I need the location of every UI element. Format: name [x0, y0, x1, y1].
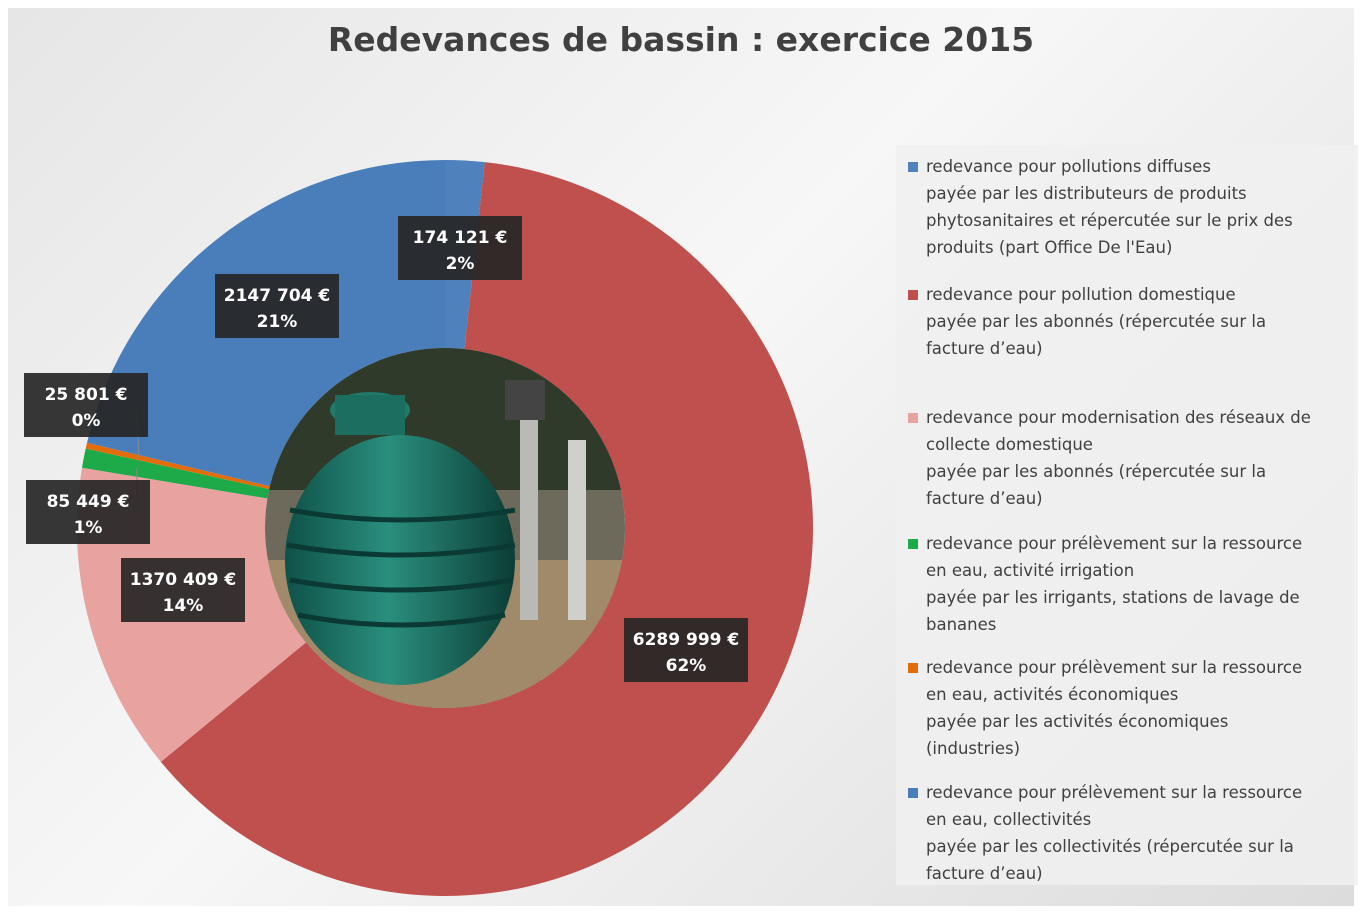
legend-swatch [908, 539, 918, 549]
data-label-percent: 0% [72, 411, 101, 431]
data-label-value: 6289 999 € [633, 630, 739, 650]
legend-swatch [908, 413, 918, 423]
data-label-value: 174 121 € [413, 228, 508, 248]
legend-entry: redevance pour prélèvement sur la ressou… [906, 654, 1362, 762]
data-label-percent: 21% [257, 312, 298, 332]
data-label-value: 2147 704 € [224, 286, 330, 306]
data-label-value: 1370 409 € [130, 570, 236, 590]
legend-swatch [908, 290, 918, 300]
legend-entry: redevance pour modernisation des réseaux… [906, 404, 1362, 512]
legend-label: redevance pour modernisation des réseaux… [926, 408, 1311, 508]
legend: redevance pour pollutions diffuses payée… [896, 145, 1358, 885]
data-label-percent: 2% [446, 254, 475, 274]
legend-swatch [908, 663, 918, 673]
data-label-percent: 62% [666, 656, 707, 676]
legend-label: redevance pour prélèvement sur la ressou… [926, 658, 1302, 758]
data-label-value: 85 449 € [47, 492, 130, 512]
legend-entry: redevance pour prélèvement sur la ressou… [906, 779, 1362, 887]
legend-label: redevance pour pollutions diffuses payée… [926, 157, 1293, 257]
legend-label: redevance pour prélèvement sur la ressou… [926, 783, 1302, 883]
chart-title: Redevances de bassin : exercice 2015 [0, 20, 1362, 59]
data-label-percent: 14% [163, 596, 204, 616]
legend-entry: redevance pour prélèvement sur la ressou… [906, 530, 1362, 638]
legend-swatch [908, 788, 918, 798]
data-label-percent: 1% [74, 518, 103, 538]
legend-entry: redevance pour pollutions diffuses payée… [906, 153, 1362, 261]
legend-label: redevance pour prélèvement sur la ressou… [926, 534, 1302, 634]
legend-swatch [908, 162, 918, 172]
legend-entry: redevance pour pollution domestique payé… [906, 281, 1362, 362]
data-label-value: 25 801 € [45, 385, 128, 405]
legend-label: redevance pour pollution domestique payé… [926, 285, 1266, 358]
